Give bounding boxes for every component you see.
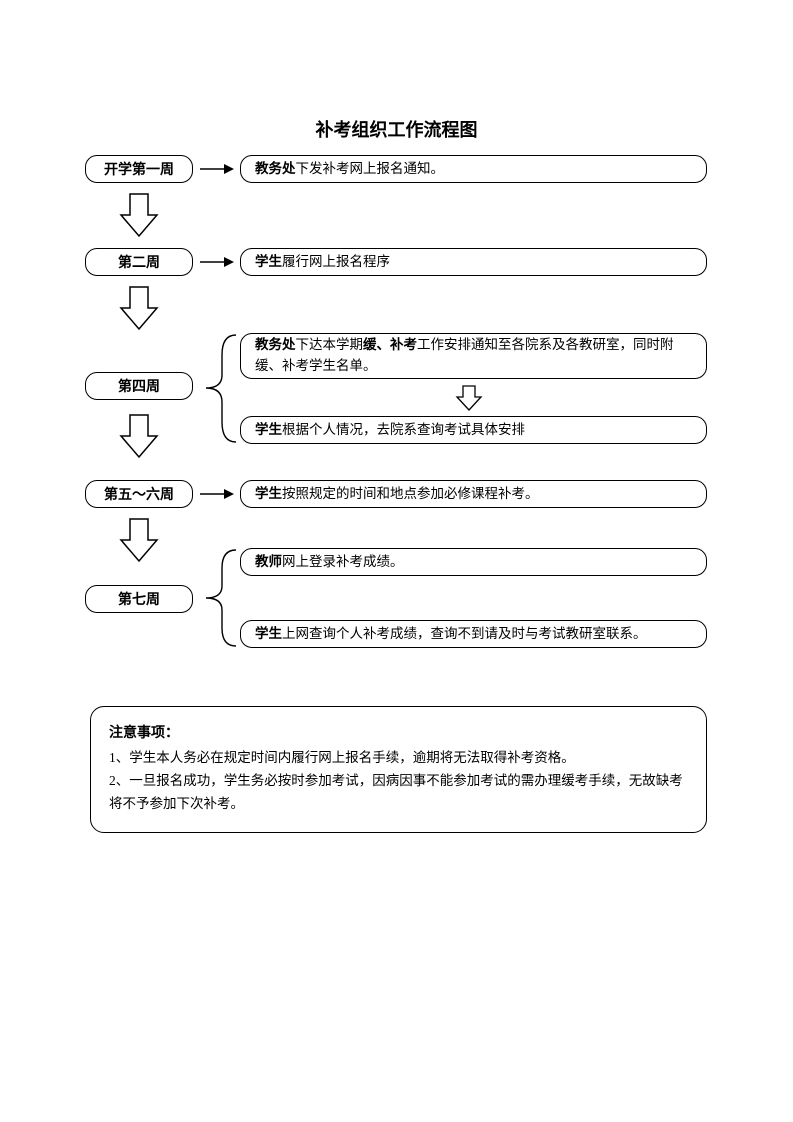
bold-jiaowuchu: 教务处 — [255, 161, 296, 176]
content-w1-text: 教务处下发补考网上报名通知。 — [255, 159, 444, 180]
content-box-w7a: 教师网上登录补考成绩。 — [240, 548, 707, 576]
content-w4a-text: 教务处下达本学期缓、补考工作安排通知至各院系及各教研室，同时附缓、补考学生名单。 — [255, 335, 692, 377]
page-title: 补考组织工作流程图 — [0, 116, 793, 142]
arrow-down-hollow-icon — [119, 413, 159, 459]
content-w4b-text: 学生根据个人情况，去院系查询考试具体安排 — [255, 420, 525, 441]
text-c4a2: 下达本学期 — [296, 337, 364, 352]
week-box-7: 第七周 — [85, 585, 193, 613]
content-w56-text: 学生按照规定的时间和地点参加必修课程补考。 — [255, 484, 539, 505]
content-w7b-text: 学生上网查询个人补考成绩，查询不到请及时与考试教研室联系。 — [255, 624, 647, 645]
text-c4b2: 根据个人情况，去院系查询考试具体安排 — [282, 422, 525, 437]
text-c7a2: 网上登录补考成绩。 — [282, 554, 404, 569]
week-box-4: 第四周 — [85, 372, 193, 400]
curly-brace-icon — [200, 333, 238, 444]
arrow-down-hollow-icon — [119, 285, 159, 331]
notes-item-1: 1、学生本人务必在规定时间内履行网上报名手续，逾期将无法取得补考资格。 — [109, 747, 688, 770]
content-box-w2: 学生履行网上报名程序 — [240, 248, 707, 276]
content-box-w7b: 学生上网查询个人补考成绩，查询不到请及时与考试教研室联系。 — [240, 620, 707, 648]
arrow-down-hollow-icon — [119, 517, 159, 563]
text-c2b: 履行网上报名程序 — [282, 254, 390, 269]
text-c7b2: 上网查询个人补考成绩，查询不到请及时与考试教研室联系。 — [282, 626, 647, 641]
content-box-w56: 学生按照规定的时间和地点参加必修课程补考。 — [240, 480, 707, 508]
bold-jiaowuchu-4: 教务处 — [255, 337, 296, 352]
arrow-right-icon — [200, 163, 234, 175]
notes-item-2: 2、一旦报名成功，学生务必按时参加考试，因病因事不能参加考试的需办理缓考手续，无… — [109, 770, 688, 816]
content-w2-text: 学生履行网上报名程序 — [255, 252, 390, 273]
arrow-right-icon — [200, 256, 234, 268]
bold-huanbukao: 缓、补考 — [363, 337, 417, 352]
text-c1b: 下发补考网上报名通知。 — [296, 161, 445, 176]
arrow-down-hollow-icon — [119, 192, 159, 238]
bold-xuesheng-56: 学生 — [255, 486, 282, 501]
content-w7a-text: 教师网上登录补考成绩。 — [255, 552, 404, 573]
bold-xuesheng-4b: 学生 — [255, 422, 282, 437]
text-c56-2: 按照规定的时间和地点参加必修课程补考。 — [282, 486, 539, 501]
bold-xuesheng-7b: 学生 — [255, 626, 282, 641]
arrow-down-hollow-small-icon — [454, 384, 484, 412]
notes-title: 注意事项： — [109, 721, 688, 745]
arrow-right-icon — [200, 488, 234, 500]
content-box-w4b: 学生根据个人情况，去院系查询考试具体安排 — [240, 416, 707, 444]
week-box-1: 开学第一周 — [85, 155, 193, 183]
notes-box: 注意事项： 1、学生本人务必在规定时间内履行网上报名手续，逾期将无法取得补考资格… — [90, 706, 707, 833]
content-box-w4a: 教务处下达本学期缓、补考工作安排通知至各院系及各教研室，同时附缓、补考学生名单。 — [240, 333, 707, 379]
content-box-w1: 教务处下发补考网上报名通知。 — [240, 155, 707, 183]
bold-xuesheng-2: 学生 — [255, 254, 282, 269]
week-box-2: 第二周 — [85, 248, 193, 276]
bold-jiaoshi: 教师 — [255, 554, 282, 569]
curly-brace-icon — [200, 548, 238, 648]
week-box-5-6: 第五～六周 — [85, 480, 193, 508]
page: 补考组织工作流程图 开学第一周 第二周 第四周 第五～六周 第七周 教务处下发补… — [0, 0, 793, 1122]
